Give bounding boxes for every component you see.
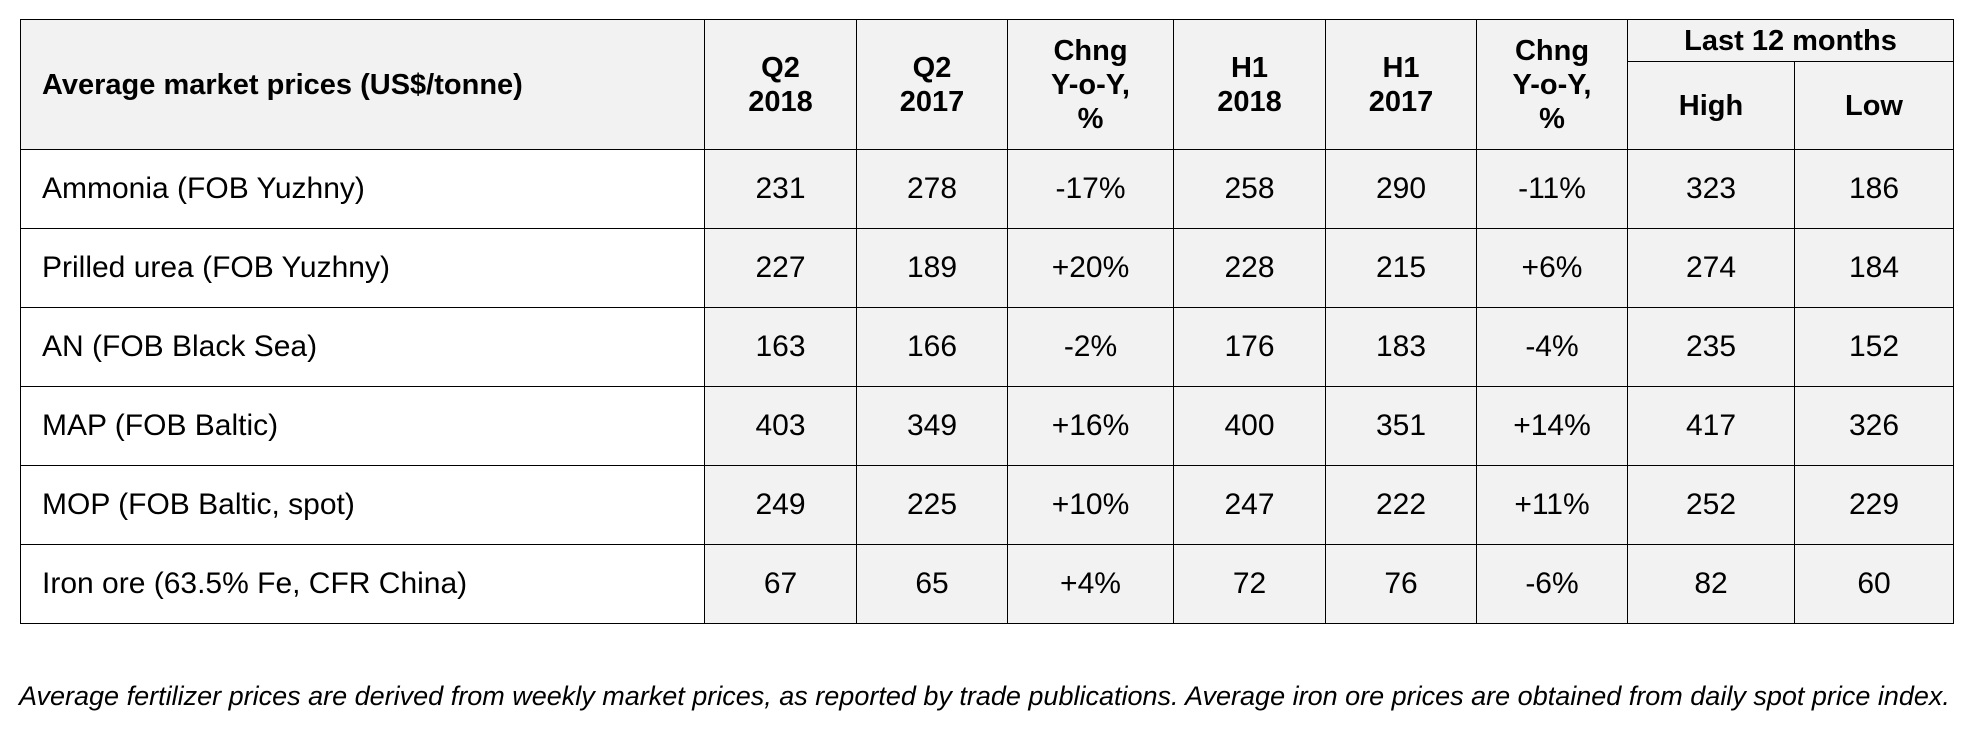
row-label: MAP (FOB Baltic) <box>20 386 705 466</box>
cell-h1-2017: 290 <box>1325 149 1477 229</box>
cell-chng-half: +14% <box>1476 386 1628 466</box>
cell-q2-2018: 403 <box>704 386 857 466</box>
table-row: Iron ore (63.5% Fe, CFR China) 67 65 +4%… <box>20 544 1954 624</box>
cell-q2-2017: 278 <box>856 149 1008 229</box>
header-low: Low <box>1794 61 1954 150</box>
cell-q2-2018: 163 <box>704 307 857 387</box>
table-header: Average market prices (US$/tonne) Q2 201… <box>20 19 1954 150</box>
table-body: Ammonia (FOB Yuzhny) 231 278 -17% 258 29… <box>20 149 1954 624</box>
row-label: Prilled urea (FOB Yuzhny) <box>20 228 705 308</box>
cell-q2-2018: 249 <box>704 465 857 545</box>
cell-h1-2018: 176 <box>1173 307 1326 387</box>
cell-h1-2017: 215 <box>1325 228 1477 308</box>
row-label: AN (FOB Black Sea) <box>20 307 705 387</box>
cell-high: 417 <box>1627 386 1795 466</box>
cell-h1-2017: 222 <box>1325 465 1477 545</box>
cell-chng-half: +11% <box>1476 465 1628 545</box>
header-chng-half: Chng Y-o-Y, % <box>1476 19 1628 150</box>
row-label: Ammonia (FOB Yuzhny) <box>20 149 705 229</box>
cell-low: 186 <box>1794 149 1954 229</box>
cell-high: 252 <box>1627 465 1795 545</box>
cell-low: 60 <box>1794 544 1954 624</box>
header-q2-2018: Q2 2018 <box>704 19 857 150</box>
cell-low: 229 <box>1794 465 1954 545</box>
row-label: MOP (FOB Baltic, spot) <box>20 465 705 545</box>
header-chng-quarter: Chng Y-o-Y, % <box>1007 19 1174 150</box>
header-high: High <box>1627 61 1795 150</box>
cell-h1-2018: 228 <box>1173 228 1326 308</box>
row-label: Iron ore (63.5% Fe, CFR China) <box>20 544 705 624</box>
cell-h1-2018: 258 <box>1173 149 1326 229</box>
cell-low: 152 <box>1794 307 1954 387</box>
table-row: MOP (FOB Baltic, spot) 249 225 +10% 247 … <box>20 465 1954 545</box>
cell-q2-2017: 65 <box>856 544 1008 624</box>
footnote: Average fertilizer prices are derived fr… <box>19 681 1950 711</box>
cell-chng-quarter: -2% <box>1007 307 1174 387</box>
cell-q2-2017: 225 <box>856 465 1008 545</box>
cell-high: 274 <box>1627 228 1795 308</box>
table-row: Ammonia (FOB Yuzhny) 231 278 -17% 258 29… <box>20 149 1954 229</box>
cell-low: 326 <box>1794 386 1954 466</box>
cell-h1-2018: 72 <box>1173 544 1326 624</box>
cell-q2-2017: 349 <box>856 386 1008 466</box>
cell-chng-half: -6% <box>1476 544 1628 624</box>
cell-q2-2018: 67 <box>704 544 857 624</box>
cell-h1-2018: 247 <box>1173 465 1326 545</box>
header-h1-2018: H1 2018 <box>1173 19 1326 150</box>
cell-chng-quarter: +4% <box>1007 544 1174 624</box>
table-row: MAP (FOB Baltic) 403 349 +16% 400 351 +1… <box>20 386 1954 466</box>
cell-low: 184 <box>1794 228 1954 308</box>
cell-q2-2018: 227 <box>704 228 857 308</box>
table-row: AN (FOB Black Sea) 163 166 -2% 176 183 -… <box>20 307 1954 387</box>
cell-q2-2017: 166 <box>856 307 1008 387</box>
cell-q2-2018: 231 <box>704 149 857 229</box>
cell-h1-2017: 183 <box>1325 307 1477 387</box>
cell-chng-quarter: -17% <box>1007 149 1174 229</box>
cell-chng-half: -4% <box>1476 307 1628 387</box>
cell-chng-quarter: +16% <box>1007 386 1174 466</box>
table-row: Prilled urea (FOB Yuzhny) 227 189 +20% 2… <box>20 228 1954 308</box>
cell-h1-2017: 76 <box>1325 544 1477 624</box>
header-q2-2017: Q2 2017 <box>856 19 1008 150</box>
cell-high: 323 <box>1627 149 1795 229</box>
table-title: Average market prices (US$/tonne) <box>20 19 705 150</box>
cell-high: 235 <box>1627 307 1795 387</box>
header-h1-2017: H1 2017 <box>1325 19 1477 150</box>
cell-high: 82 <box>1627 544 1795 624</box>
cell-chng-half: -11% <box>1476 149 1628 229</box>
cell-h1-2017: 351 <box>1325 386 1477 466</box>
cell-chng-half: +6% <box>1476 228 1628 308</box>
cell-chng-quarter: +20% <box>1007 228 1174 308</box>
cell-h1-2018: 400 <box>1173 386 1326 466</box>
cell-q2-2017: 189 <box>856 228 1008 308</box>
header-last-12-months: Last 12 months <box>1627 19 1954 62</box>
cell-chng-quarter: +10% <box>1007 465 1174 545</box>
market-prices-table: Average market prices (US$/tonne) Q2 201… <box>20 19 1954 624</box>
